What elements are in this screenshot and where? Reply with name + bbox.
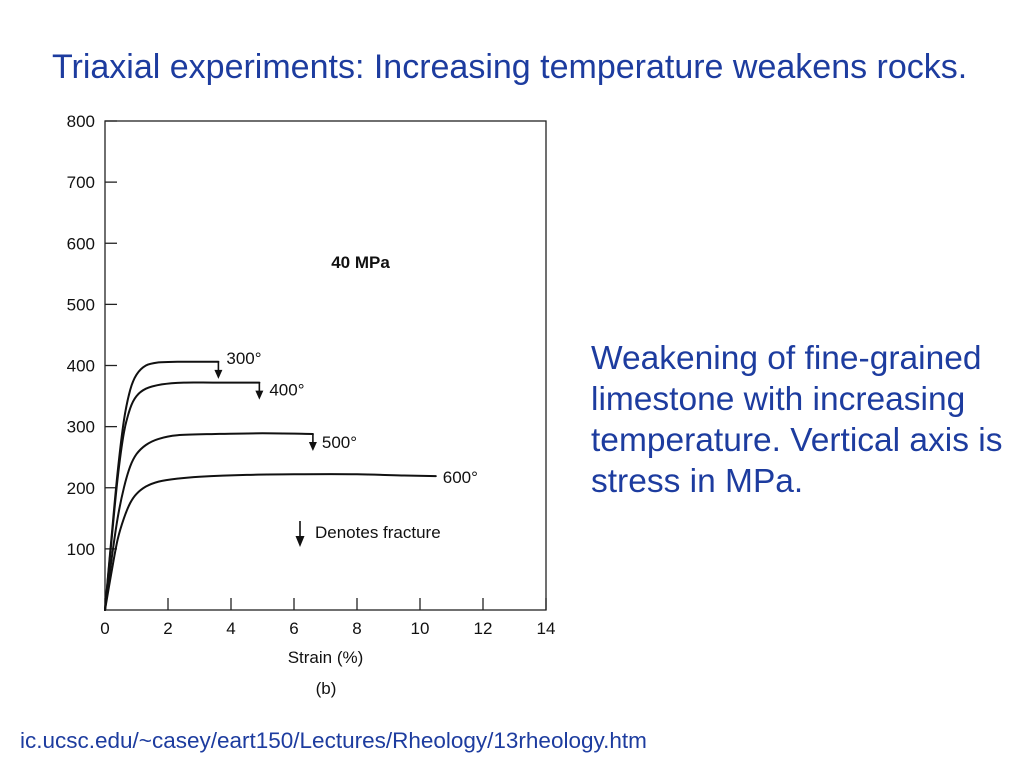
x-tick-label: 8 [352, 619, 361, 638]
series-line-300 [104, 360, 220, 611]
caption-text: Weakening of fine-grained limestone with… [591, 340, 1003, 500]
x-axis-ticks: 0 2 4 6 8 10 12 14 [100, 598, 555, 638]
x-tick-label: 14 [537, 619, 556, 638]
y-tick-label: 700 [67, 173, 95, 192]
legend-label: Denotes fracture [315, 523, 441, 542]
series-label-600: 600° [443, 468, 478, 487]
series-label-300: 300° [226, 349, 261, 368]
x-tick-label: 2 [163, 619, 172, 638]
fracture-arrow-500 [308, 433, 317, 451]
x-tick-label: 10 [411, 619, 430, 638]
y-tick-label: 600 [67, 234, 95, 253]
fracture-arrow-head [308, 441, 317, 451]
y-tick-label: 100 [67, 540, 95, 559]
fracture-arrow-400 [255, 382, 264, 400]
fracture-arrow-300 [214, 361, 223, 379]
y-tick-label: 300 [67, 418, 95, 437]
series-curves: 300° 400° 500° 600° [104, 349, 478, 611]
series-line-500 [104, 432, 314, 611]
source-url: ic.ucsc.edu/~casey/eart150/Lectures/Rheo… [20, 728, 647, 753]
series-label-500: 500° [322, 433, 357, 452]
down-arrow-icon [295, 521, 305, 547]
y-tick-label: 200 [67, 479, 95, 498]
stress-strain-chart: 0 2 4 6 8 10 12 14 100 200 300 400 500 600 700 800 300… [67, 112, 556, 698]
fracture-arrow-head [214, 369, 223, 379]
x-axis-label: Strain (%) [288, 648, 364, 667]
series-line-600 [104, 473, 437, 611]
slide-title: Triaxial experiments: Increasing tempera… [52, 48, 968, 86]
x-tick-label: 12 [474, 619, 493, 638]
confining-pressure-annotation: 40 MPa [331, 253, 390, 272]
series-label-400: 400° [269, 381, 304, 400]
panel-label: (b) [316, 679, 337, 698]
y-axis-ticks: 100 200 300 400 500 600 700 800 [67, 112, 117, 559]
fracture-legend: Denotes fracture [295, 521, 441, 547]
x-tick-label: 0 [100, 619, 109, 638]
fracture-arrow-head [255, 390, 264, 400]
legend-arrow-head [295, 536, 305, 547]
y-tick-label: 800 [67, 112, 95, 131]
y-tick-label: 400 [67, 357, 95, 376]
series-line-400 [104, 381, 261, 611]
x-tick-label: 6 [289, 619, 298, 638]
x-tick-label: 4 [226, 619, 235, 638]
y-tick-label: 500 [67, 295, 95, 314]
